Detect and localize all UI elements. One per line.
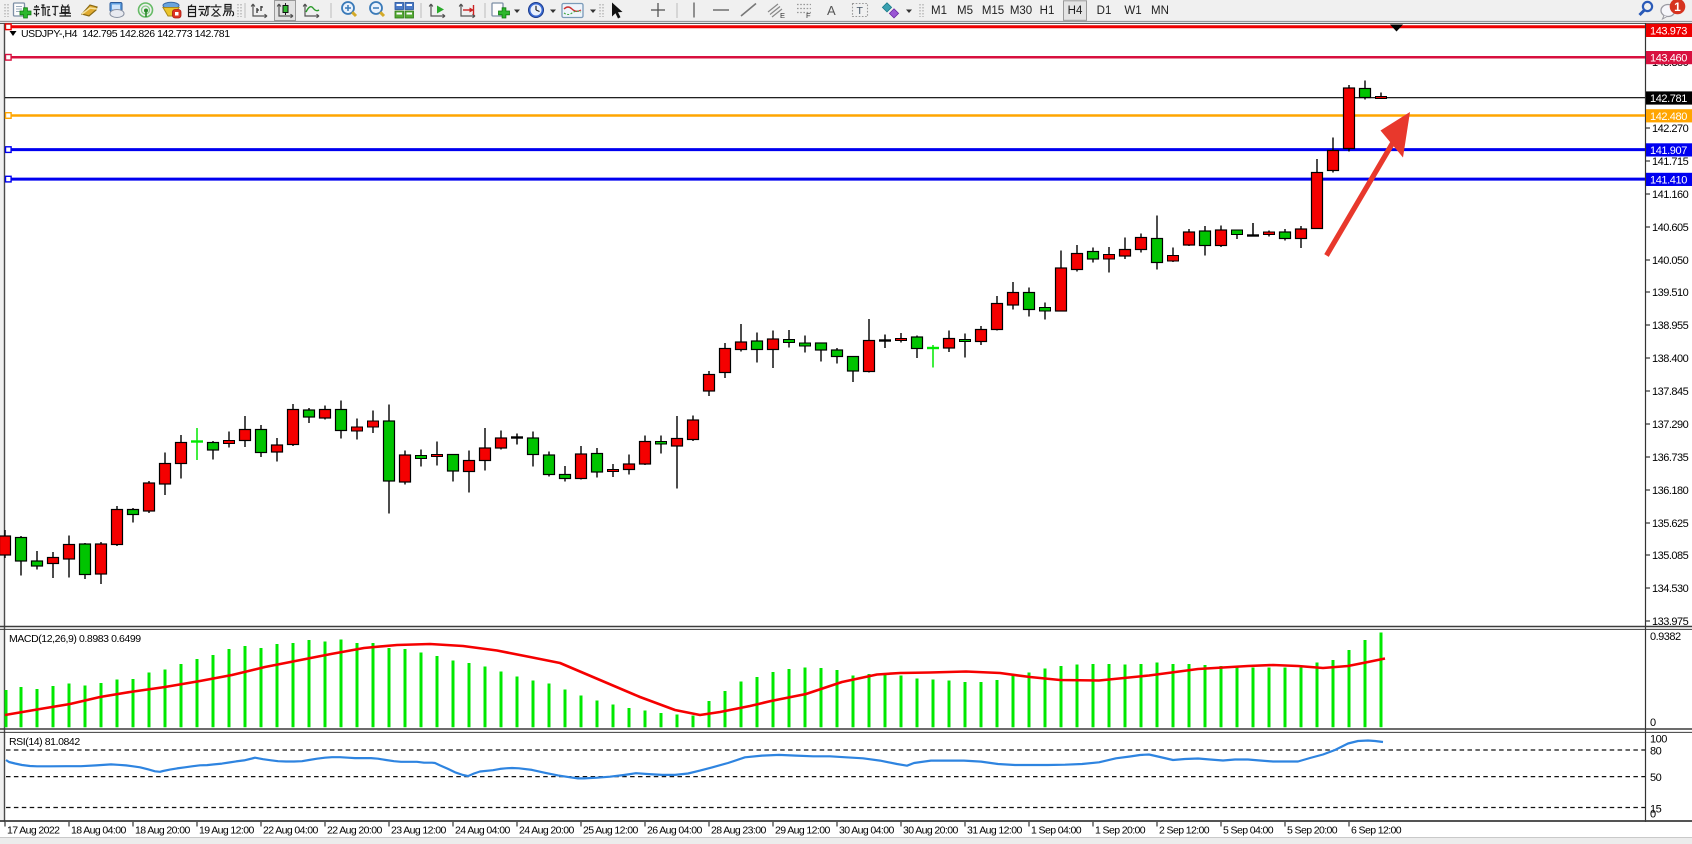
svg-text:139.510: 139.510: [1652, 287, 1689, 299]
svg-text:D1: D1: [1097, 5, 1112, 17]
svg-text:137.290: 137.290: [1652, 419, 1689, 431]
svg-text:142.480: 142.480: [1650, 111, 1687, 123]
svg-text:2 Sep 12:00: 2 Sep 12:00: [1159, 825, 1210, 837]
svg-text:134.530: 134.530: [1652, 583, 1689, 595]
svg-text:M30: M30: [1010, 5, 1032, 17]
svg-text:28 Aug 23:00: 28 Aug 23:00: [711, 825, 766, 837]
svg-text:142.781: 142.781: [1650, 93, 1687, 105]
svg-text:RSI(14) 81.0842: RSI(14) 81.0842: [9, 736, 80, 748]
svg-text:25 Aug 12:00: 25 Aug 12:00: [583, 825, 638, 837]
svg-text:19 Aug 12:00: 19 Aug 12:00: [199, 825, 254, 837]
svg-text:E: E: [780, 11, 785, 20]
svg-text:22 Aug 20:00: 22 Aug 20:00: [327, 825, 382, 837]
svg-text:136.180: 136.180: [1652, 485, 1689, 497]
svg-text:135.085: 135.085: [1652, 550, 1689, 562]
svg-text:137.845: 137.845: [1652, 386, 1689, 398]
svg-text:133.975: 133.975: [1652, 616, 1689, 628]
svg-text:143.460: 143.460: [1650, 53, 1687, 65]
svg-text:M1: M1: [931, 5, 947, 17]
svg-text:6 Sep 12:00: 6 Sep 12:00: [1351, 825, 1402, 837]
svg-text:138.955: 138.955: [1652, 320, 1689, 332]
svg-text:W1: W1: [1124, 5, 1141, 17]
svg-text:M5: M5: [957, 5, 973, 17]
svg-text:18 Aug 20:00: 18 Aug 20:00: [135, 825, 190, 837]
svg-text:H1: H1: [1040, 5, 1055, 17]
svg-text:T: T: [857, 5, 864, 17]
svg-text:50: 50: [1650, 772, 1662, 784]
svg-text:MN: MN: [1151, 5, 1169, 17]
svg-text:H4: H4: [1068, 5, 1083, 17]
svg-text:136.735: 136.735: [1652, 452, 1689, 464]
svg-text:M15: M15: [982, 5, 1004, 17]
svg-text:F: F: [806, 11, 811, 20]
svg-text:A: A: [827, 3, 836, 18]
svg-text:0: 0: [1650, 717, 1656, 729]
svg-text:18 Aug 04:00: 18 Aug 04:00: [71, 825, 126, 837]
svg-text:0: 0: [1650, 809, 1656, 821]
svg-text:0.9382: 0.9382: [1650, 631, 1681, 643]
svg-text:5 Sep 20:00: 5 Sep 20:00: [1287, 825, 1338, 837]
svg-text:80: 80: [1650, 746, 1662, 758]
svg-text:USDJPY-,H4 142.795 142.826 14: USDJPY-,H4 142.795 142.826 142.773 142.7…: [21, 28, 230, 40]
svg-text:1 Sep 20:00: 1 Sep 20:00: [1095, 825, 1146, 837]
svg-text:MACD(12,26,9) 0.8983 0.6499: MACD(12,26,9) 0.8983 0.6499: [9, 633, 141, 645]
svg-text:140.050: 140.050: [1652, 255, 1689, 267]
svg-text:141.907: 141.907: [1650, 145, 1687, 157]
svg-text:143.973: 143.973: [1650, 25, 1687, 37]
svg-text:30 Aug 20:00: 30 Aug 20:00: [903, 825, 958, 837]
svg-text:1: 1: [1674, 0, 1681, 14]
svg-text:5 Sep 04:00: 5 Sep 04:00: [1223, 825, 1274, 837]
svg-text:24 Aug 20:00: 24 Aug 20:00: [519, 825, 574, 837]
svg-text:26 Aug 04:00: 26 Aug 04:00: [647, 825, 702, 837]
svg-text:141.160: 141.160: [1652, 189, 1689, 201]
svg-text:17 Aug 2022: 17 Aug 2022: [7, 825, 60, 837]
svg-text:29 Aug 12:00: 29 Aug 12:00: [775, 825, 830, 837]
svg-text:15: 15: [1650, 803, 1662, 815]
svg-text:23 Aug 12:00: 23 Aug 12:00: [391, 825, 446, 837]
svg-text:141.410: 141.410: [1650, 174, 1687, 186]
svg-text:31 Aug 12:00: 31 Aug 12:00: [967, 825, 1022, 837]
svg-text:100: 100: [1650, 734, 1667, 746]
svg-text:30 Aug 04:00: 30 Aug 04:00: [839, 825, 894, 837]
svg-text:141.715: 141.715: [1652, 156, 1689, 168]
svg-text:22 Aug 04:00: 22 Aug 04:00: [263, 825, 318, 837]
svg-text:142.270: 142.270: [1652, 123, 1689, 135]
svg-text:1 Sep 04:00: 1 Sep 04:00: [1031, 825, 1082, 837]
svg-text:135.625: 135.625: [1652, 518, 1689, 530]
svg-text:24 Aug 04:00: 24 Aug 04:00: [455, 825, 510, 837]
svg-text:138.400: 138.400: [1652, 353, 1689, 365]
svg-text:140.605: 140.605: [1652, 222, 1689, 234]
